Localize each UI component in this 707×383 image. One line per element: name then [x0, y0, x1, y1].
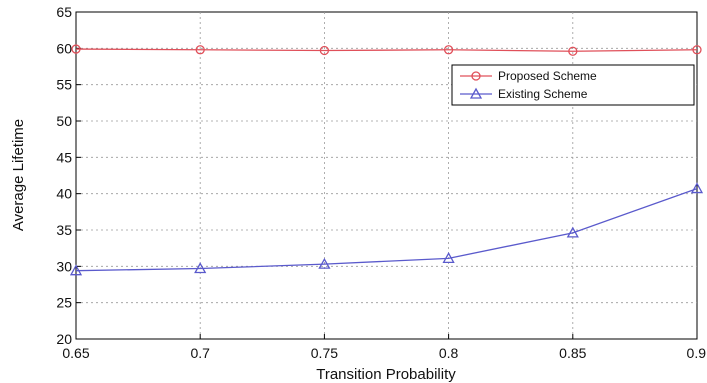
- y-axis: 20 25 30 35 40 45 50 55 60 65: [56, 4, 81, 347]
- series-line-0: [75, 48, 698, 52]
- series-line-1: [75, 187, 698, 272]
- x-tick-label: 0.7: [190, 345, 210, 361]
- data-point-circle: [319, 45, 330, 56]
- data-point-triangle: [194, 262, 207, 274]
- data-point-circle: [195, 45, 205, 55]
- y-tick-label: 25: [56, 295, 72, 311]
- legend-label-existing: Existing Scheme: [498, 87, 588, 101]
- x-axis-label: Transition Probability: [316, 366, 456, 383]
- data-point-circle: [692, 45, 702, 55]
- y-tick-label: 65: [56, 4, 72, 20]
- y-tick-label: 40: [56, 186, 72, 202]
- x-axis: 0.65 0.7 0.75 0.8 0.85 0.9: [62, 334, 706, 361]
- legend-label-proposed: Proposed Scheme: [498, 69, 597, 83]
- data-point-triangle: [442, 252, 455, 263]
- x-tick-label: 0.65: [62, 345, 89, 361]
- y-tick-label: 30: [56, 258, 72, 274]
- y-tick-label: 55: [56, 77, 72, 93]
- legend: Proposed Scheme Existing Scheme: [451, 64, 695, 106]
- grid: [76, 12, 697, 339]
- data-point-triangle: [318, 257, 331, 269]
- data-point-circle: [443, 45, 454, 55]
- legend-box: [451, 64, 695, 106]
- x-tick-label: 0.75: [311, 345, 338, 361]
- legend-marker-existing: [469, 87, 483, 99]
- y-axis-label: Average Lifetime: [10, 119, 27, 231]
- data-point-triangle: [566, 226, 579, 238]
- y-tick-label: 45: [56, 149, 72, 165]
- data-point-triangle: [69, 264, 83, 276]
- y-tick-label: 20: [56, 331, 72, 347]
- x-tick-label: 0.8: [439, 345, 459, 361]
- y-tick-label: 60: [56, 40, 72, 56]
- x-tick-label: 0.9: [687, 345, 707, 361]
- x-tick-label: 0.85: [559, 345, 586, 361]
- legend-marker-proposed: [471, 71, 481, 81]
- plot-area: [75, 11, 698, 340]
- y-tick-label: 35: [56, 222, 72, 238]
- data-point-circle: [568, 46, 578, 56]
- series-group: [69, 44, 704, 276]
- data-point-triangle: [690, 182, 704, 194]
- data-point-circle: [71, 44, 81, 54]
- y-tick-label: 50: [56, 113, 72, 129]
